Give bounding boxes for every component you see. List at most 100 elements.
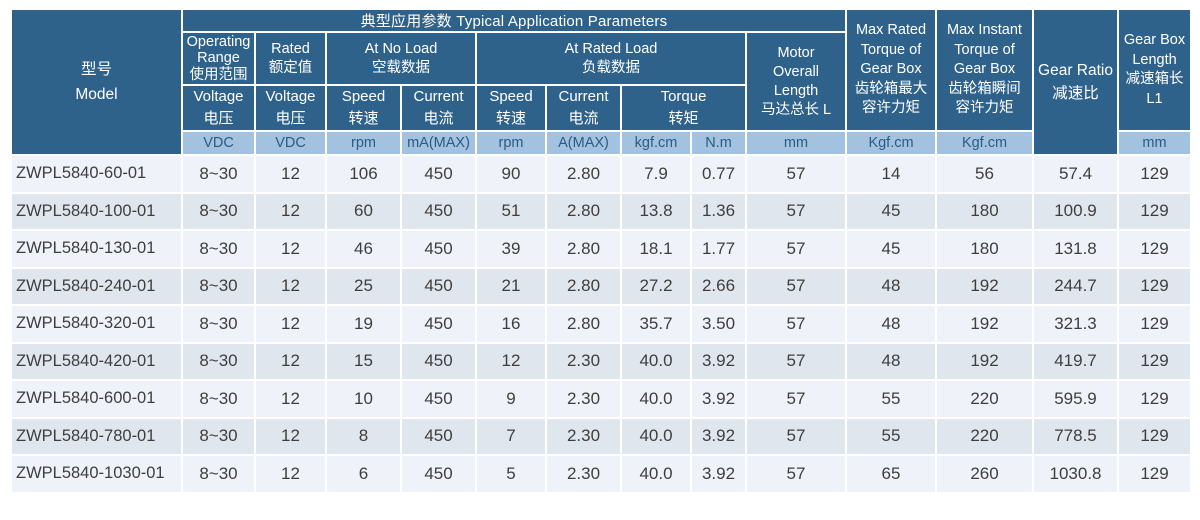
value-cell: 57 (745, 191, 847, 231)
value-cell: 9 (475, 379, 547, 419)
header-line: 容许力矩 (955, 100, 1014, 117)
value-cell: 192 (935, 341, 1034, 381)
value-cell: 48 (845, 266, 937, 306)
value-cell: 129 (1117, 191, 1192, 231)
spec-table-body: ZWPL5840-60-01 8~30 12 106 450 90 2.80 7.9 0.77 5… (10, 154, 1192, 494)
header-line: 电压 (275, 110, 306, 127)
header-line: Length (1132, 51, 1177, 68)
value-cell: 12 (254, 154, 327, 194)
header-line: Overall (773, 63, 819, 80)
unit-cell: A(MAX) (545, 130, 622, 156)
value-cell: 2.80 (545, 154, 622, 194)
value-cell: 48 (845, 304, 937, 344)
col-header-ratedload-current: Current 电流 (545, 84, 622, 132)
value-cell: 7 (475, 416, 547, 456)
value-cell: 27.2 (620, 266, 692, 306)
header-line: Gear Box (860, 61, 922, 78)
value-cell: 100.9 (1032, 191, 1119, 231)
header-line: Motor (777, 44, 815, 61)
typical-parameters-band: 典型应用参数 Typical Application Parameters (181, 8, 847, 33)
value-cell: 8 (325, 416, 402, 456)
header-line: At Rated Load (564, 40, 658, 57)
value-cell: 14 (845, 154, 937, 194)
value-cell: 129 (1117, 379, 1192, 419)
unit-cell: mm (745, 130, 847, 156)
value-cell: 18.1 (620, 229, 692, 269)
value-cell: 192 (935, 266, 1034, 306)
model-cell: ZWPL5840-240-01 (10, 266, 183, 306)
value-cell: 55 (845, 416, 937, 456)
model-cell: ZWPL5840-780-01 (10, 416, 183, 456)
header-line: Max Rated (855, 22, 927, 39)
value-cell: 180 (935, 229, 1034, 269)
value-cell: 57 (745, 229, 847, 269)
unit-cell: rpm (475, 130, 547, 156)
value-cell: 40.0 (620, 379, 692, 419)
value-cell: 7.9 (620, 154, 692, 194)
header-line: 减速比 (1052, 85, 1099, 102)
col-header-torque: Torque 转矩 (620, 84, 747, 132)
header-line: 齿轮箱瞬间 (948, 80, 1021, 97)
value-cell: 60 (325, 191, 402, 231)
col-header-voltage-operating: Voltage 电压 (181, 84, 256, 132)
value-cell: 19 (325, 304, 402, 344)
value-cell: 57 (745, 154, 847, 194)
value-cell: 450 (400, 341, 477, 381)
value-cell: 57 (745, 454, 847, 494)
value-cell: 595.9 (1032, 379, 1119, 419)
value-cell: 12 (254, 454, 327, 494)
value-cell: 2.80 (545, 229, 622, 269)
col-header-operating-range: Operating Range 使用范围 (181, 31, 256, 86)
value-cell: 129 (1117, 229, 1192, 269)
value-cell: 12 (254, 379, 327, 419)
model-header-en: Model (75, 86, 118, 103)
header-line: Gear Ratio (1038, 62, 1113, 79)
col-header-at-no-load: At No Load 空载数据 (325, 31, 477, 86)
value-cell: 3.92 (690, 379, 747, 419)
value-cell: 40.0 (620, 416, 692, 456)
spec-row: ZWPL5840-1030-01 8~30 12 6 450 5 2.30 40.0 3.92 5… (10, 454, 1192, 494)
header-line: Voltage (193, 88, 244, 105)
value-cell: 260 (935, 454, 1034, 494)
value-cell: 220 (935, 379, 1034, 419)
col-header-rated: Rated 额定值 (254, 31, 327, 86)
value-cell: 46 (325, 229, 402, 269)
model-cell: ZWPL5840-600-01 (10, 379, 183, 419)
unit-cell: Kgf.cm (845, 130, 937, 156)
value-cell: 57 (745, 304, 847, 344)
col-header-at-rated-load: At Rated Load 负载数据 (475, 31, 747, 86)
header-line: Current (413, 88, 464, 105)
value-cell: 3.92 (690, 454, 747, 494)
value-cell: 8~30 (181, 304, 256, 344)
unit-cell: mm (1117, 130, 1192, 156)
value-cell: 12 (254, 304, 327, 344)
value-cell: 129 (1117, 454, 1192, 494)
value-cell: 48 (845, 341, 937, 381)
header-line: Torque of (860, 41, 922, 58)
value-cell: 2.30 (545, 416, 622, 456)
spec-row: ZWPL5840-60-01 8~30 12 106 450 90 2.80 7.9 0.77 5… (10, 154, 1192, 194)
value-cell: 5 (475, 454, 547, 494)
value-cell: 450 (400, 154, 477, 194)
col-header-ratedload-speed: Speed 转速 (475, 84, 547, 132)
header-line: 容许力矩 (862, 100, 920, 117)
value-cell: 321.3 (1032, 304, 1119, 344)
value-cell: 2.30 (545, 454, 622, 494)
header-line: 电流 (423, 110, 454, 127)
col-header-gear-ratio: Gear Ratio 减速比 (1032, 8, 1119, 156)
value-cell: 3.92 (690, 416, 747, 456)
col-header-gear-box-length: Gear Box Length 减速箱长 L1 (1117, 8, 1192, 132)
header-line: L1 (1146, 90, 1163, 107)
value-cell: 55 (845, 379, 937, 419)
unit-cell: N.m (690, 130, 747, 156)
value-cell: 8~30 (181, 416, 256, 456)
model-header-zh: 型号 (80, 61, 112, 78)
header-line: 减速箱长 (1125, 71, 1184, 87)
value-cell: 129 (1117, 416, 1192, 456)
value-cell: 57 (745, 416, 847, 456)
unit-cell: mA(MAX) (400, 130, 477, 156)
value-cell: 12 (254, 266, 327, 306)
value-cell: 2.80 (545, 191, 622, 231)
unit-cell: VDC (254, 130, 327, 156)
header-line: Range (197, 50, 240, 67)
